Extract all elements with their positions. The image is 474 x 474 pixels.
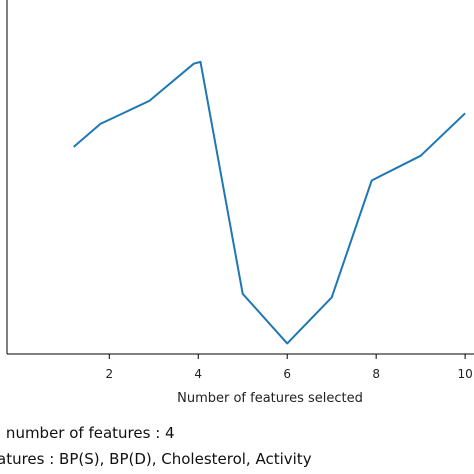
x-tick-label: 4 <box>194 367 202 381</box>
x-tick-label: 8 <box>372 367 380 381</box>
axes-frame <box>6 0 474 355</box>
x-tick-label: 6 <box>283 367 291 381</box>
series-line <box>73 60 466 345</box>
caption-line-2: atures : BP(S), BP(D), Cholesterol, Acti… <box>0 450 312 468</box>
x-axis-label: Number of features selected <box>177 391 363 406</box>
caption-line-1: l number of features : 4 <box>0 424 175 442</box>
x-tick-label: 10 <box>457 367 472 381</box>
line-chart: 2 4 6 8 10 Number of features selected <box>6 0 474 406</box>
series-layer <box>73 60 466 345</box>
x-tick-label: 2 <box>105 367 113 381</box>
x-ticks: 2 4 6 8 10 <box>105 354 473 381</box>
